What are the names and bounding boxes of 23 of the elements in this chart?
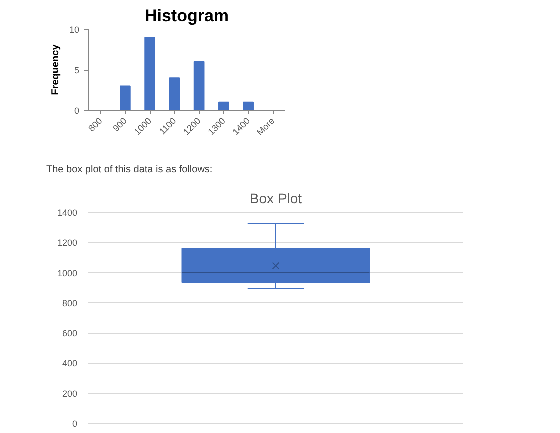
bar bbox=[243, 102, 254, 110]
y-tick-label: 10 bbox=[69, 25, 80, 35]
y-tick-label: 400 bbox=[62, 358, 78, 369]
y-tick-label: 1000 bbox=[57, 268, 78, 278]
chart-title: Box Plot bbox=[250, 190, 302, 206]
bar bbox=[169, 78, 180, 110]
y-tick-label: 0 bbox=[74, 106, 80, 116]
bar bbox=[194, 61, 205, 110]
y-tick-label: 0 bbox=[72, 419, 78, 429]
x-tick-label: 900 bbox=[111, 116, 129, 134]
bar bbox=[144, 37, 156, 110]
y-tick-label: 1400 bbox=[57, 208, 78, 218]
y-tick-label: 5 bbox=[74, 66, 80, 76]
y-axis-title: Frequency bbox=[50, 44, 62, 96]
bar bbox=[120, 86, 131, 110]
x-tick-label: 800 bbox=[86, 116, 104, 134]
y-tick-label: 1200 bbox=[57, 238, 78, 248]
y-tick-label: 600 bbox=[62, 328, 78, 339]
bar bbox=[218, 102, 230, 110]
y-tick-label: 800 bbox=[62, 298, 78, 308]
chart-title: Histogram bbox=[144, 6, 230, 26]
y-tick-label: 200 bbox=[62, 388, 78, 399]
text: The box plot of this data is as follows: bbox=[46, 164, 213, 176]
